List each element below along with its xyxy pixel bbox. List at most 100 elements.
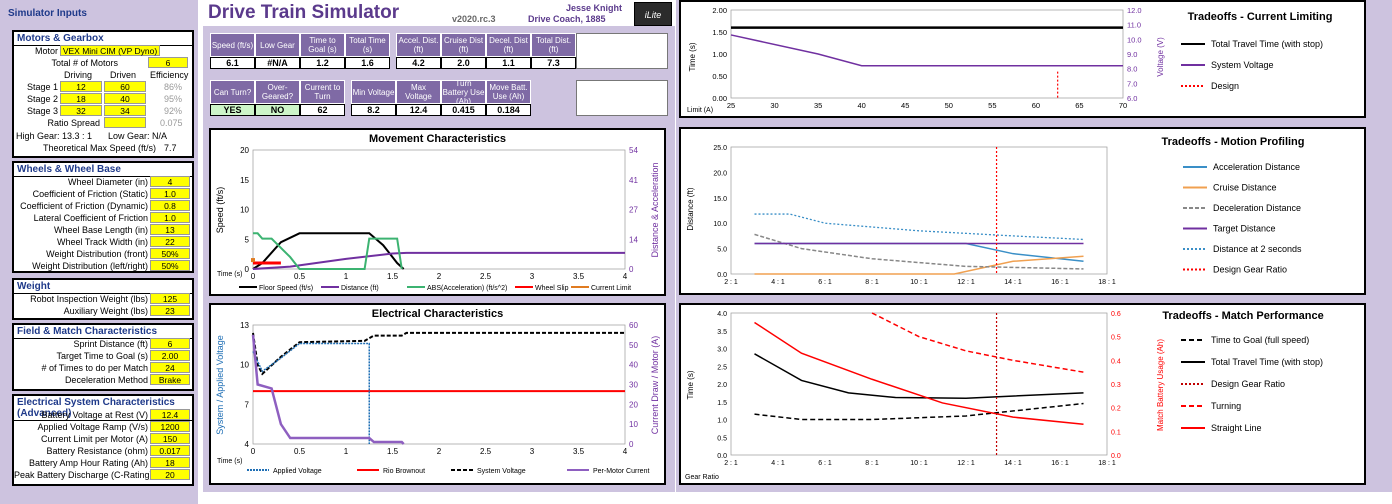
logo: iLite [634,2,672,26]
stat-value: 1.6 [345,57,390,69]
wheels-field-input[interactable]: 50% [150,248,190,259]
y2-tick-label: 0.2 [1111,406,1121,413]
x-tick-label: 16 : 1 [1051,279,1069,286]
match-field-input[interactable]: Brake [150,374,190,385]
y2-tick-label: 6.0 [1127,94,1137,103]
match-field-label: Deceleration Method [64,375,148,385]
elec-field-input[interactable]: 20 [150,469,190,480]
driving-header: Driving [64,70,93,80]
stat-value: 0.415 [441,104,486,116]
stat-value: 7.3 [531,57,576,69]
wheels-field-input[interactable]: 22 [150,236,190,247]
y-tick-label: 5.0 [717,247,727,254]
wheels-field-input[interactable]: 1.0 [150,188,190,199]
total-travel-line [754,353,1084,399]
stage1-driven[interactable]: 60 [104,81,146,92]
x-tick-label: 4 : 1 [771,460,785,467]
y-tick-label: 4 [245,440,250,449]
driven-header: Driven [110,70,137,80]
y-tick-label: 0.0 [717,453,727,460]
stat-header: Time to Goal (s) [300,33,345,57]
high-gear-label: High Gear: [16,131,60,141]
y-tick-label: 15 [240,176,249,185]
chart-title: Tradeoffs - Match Performance [1162,310,1323,322]
y-tick-label: 0.0 [717,272,727,279]
weight-field-input[interactable]: 125 [150,293,190,304]
match-field-input[interactable]: 6 [150,338,190,349]
weight-field-input[interactable]: 23 [150,305,190,316]
undefined [252,232,405,270]
x-axis-label: Time (s) [217,271,242,278]
undefined [252,251,625,270]
match-performance-chart: 4.0 3.5 3.0 2.5 2.0 1.5 1.0 0.5 0.0 0.6 0.5 0.4 0.3 0… [679,303,1366,485]
wheels-field-label: Weight Distribution (front) [46,249,148,259]
blank-box [576,33,668,69]
y2-axis-label: Match Battery Usage (Ah) [1156,339,1165,431]
x-tick-label: 12 : 1 [957,279,975,286]
stat-value: 0.184 [486,104,531,116]
x-tick-label: 30 [770,101,778,110]
wheels-field-input[interactable]: 4 [150,176,190,187]
efficiency-header: Efficiency [150,70,189,80]
wheels-title: Wheels & Wheel Base [14,163,192,177]
elec-field-input[interactable]: 0.017 [150,445,190,456]
wheels-field-input[interactable]: 0.8 [150,200,190,211]
stat-header: Max Voltage [396,80,441,104]
y2-tick-label: 14 [629,235,638,244]
legend-label: Applied Voltage [273,468,322,475]
stage2-eff: 95% [164,94,183,104]
y2-tick-label: 40 [629,361,638,370]
y2-tick-label: 50 [629,341,638,350]
stat-header: Move Batt. Use (Ah) [486,80,531,104]
wheels-section: Wheels & Wheel Base Wheel Diameter (in) 4… [12,161,194,273]
match-field-input[interactable]: 2.00 [150,350,190,361]
two-second-line [754,213,1084,241]
stat-header: Total Time (s) [345,33,390,57]
system-voltage-line [730,34,1123,67]
x-tick-label: 0.5 [294,272,306,281]
y-tick-label: 2.5 [717,364,727,371]
elec-field-label: Current Limit per Motor (A) [40,434,148,444]
x-tick-label: 2 : 1 [724,460,738,467]
elec-section: Electrical System Characteristics (Advan… [12,394,194,486]
x-tick-label: 40 [857,101,865,110]
x-tick-label: 50 [945,101,953,110]
elec-field-input[interactable]: 18 [150,457,190,468]
y-tick-label: 0 [245,265,250,274]
wheels-field-input[interactable]: 1.0 [150,212,190,223]
chart-title: Tradeoffs - Current Limiting [1188,11,1333,23]
y-tick-label: 20.0 [713,170,727,177]
x-tick-label: 4 [623,272,628,281]
stage3-driving[interactable]: 32 [60,105,102,116]
y2-tick-label: 0 [629,440,634,449]
low-gear-value: N/A [152,131,168,141]
stat-value: 1.1 [486,57,531,69]
weight-section: Weight Robot Inspection Weight (lbs) 125 A… [12,278,194,320]
elec-field-input[interactable]: 12.4 [150,409,190,420]
stage2-driven[interactable]: 40 [104,93,146,104]
elec-field-input[interactable]: 1200 [150,421,190,432]
y-tick-label: 0.5 [717,435,727,442]
elec-field-input[interactable]: 150 [150,433,190,444]
elec-field-label: Battery Voltage at Rest (V) [41,410,148,420]
stage1-driving[interactable]: 12 [60,81,102,92]
num-motors-input[interactable]: 6 [148,57,188,68]
y2-tick-label: 7.0 [1127,79,1137,88]
author-role: Drive Coach, 1885 [528,14,606,24]
stat-value: 4.2 [396,57,441,69]
y2-tick-label: 0.0 [1111,453,1121,460]
x-tick-label: 4 : 1 [771,279,785,286]
x-axis-label: Time (s) [217,458,242,465]
spread-value-cell [104,117,146,128]
motor-select[interactable]: VEX Mini CIM (VP Dyno) [60,45,160,56]
x-tick-label: 45 [901,101,909,110]
x-tick-label: 18 : 1 [1098,279,1116,286]
stat-header: Turn Battery Use (Ah) [441,78,486,106]
wheels-field-input[interactable]: 13 [150,224,190,235]
match-field-input[interactable]: 24 [150,362,190,373]
wheels-field-input[interactable]: 50% [150,260,190,271]
x-tick-label: 6 : 1 [818,279,832,286]
x-tick-label: 8 : 1 [865,279,879,286]
stage2-driving[interactable]: 18 [60,93,102,104]
stage3-driven[interactable]: 34 [104,105,146,116]
